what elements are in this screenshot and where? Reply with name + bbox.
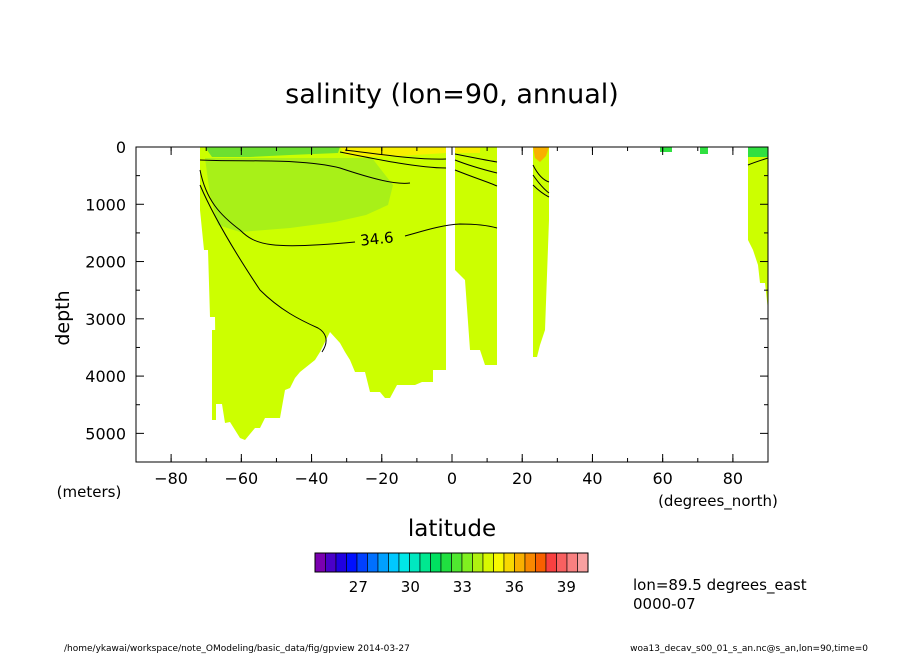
surface-salty-north [455, 147, 480, 153]
colorbar-swatch [503, 552, 515, 573]
contour-arabian-3 [532, 184, 550, 198]
colorbar-swatch [388, 552, 400, 573]
high-salinity-outflow [533, 147, 549, 162]
contour-upper-6 [454, 169, 498, 187]
contour-label-bg [356, 232, 398, 246]
contour-34-6 [199, 169, 356, 247]
colorbar-swatch [377, 552, 389, 573]
y-tick-label: 4000 [85, 367, 126, 386]
y-axis-label: depth [52, 290, 74, 345]
x-tick-label: 40 [582, 469, 602, 488]
surface-fresh-water [205, 147, 340, 157]
contour-arabian-1 [532, 164, 550, 183]
colorbar-swatch [325, 552, 337, 573]
colorbar-swatch [514, 552, 526, 573]
colorbar-swatch [398, 552, 410, 573]
chart-title: salinity (lon=90, annual) [285, 79, 619, 110]
colorbar-swatch [419, 552, 431, 573]
colorbar-swatch [472, 552, 484, 573]
colorbar-swatch [440, 552, 452, 573]
colorbar-tick-label: 30 [401, 578, 420, 596]
contour-lines [199, 149, 768, 353]
y-tick-label: 3000 [85, 310, 126, 329]
colorbar-swatch [577, 552, 589, 573]
x-tick-label: −40 [295, 469, 329, 488]
colorbar-swatch [535, 552, 547, 573]
colorbar-swatch [346, 552, 358, 573]
colorbar: 27 30 33 36 39 [314, 552, 589, 596]
contour-upper-4 [454, 159, 498, 174]
surface-salty-water [340, 147, 446, 157]
colorbar-swatch [314, 552, 326, 573]
surface-patch-60n [660, 147, 672, 152]
x-tick-label: 20 [512, 469, 532, 488]
x-axis: −80 −60 −40 −20 0 20 40 60 80 [135, 147, 769, 488]
ocean-fill-central [455, 147, 497, 365]
x-axis-units: (degrees_north) [658, 492, 778, 511]
contour-upper-2 [339, 151, 447, 169]
info-line-1: lon=89.5 degrees_east [633, 576, 807, 595]
colorbar-tick-label: 33 [453, 578, 472, 596]
colorbar-tick-label: 39 [557, 578, 576, 596]
x-tick-label: −80 [154, 469, 188, 488]
footer-right: woa13_decav_s00_01_s_an.nc@s_an,lon=90,t… [630, 644, 868, 654]
colorbar-swatch [545, 552, 557, 573]
contour-34-6-east [404, 223, 498, 237]
intermediate-water [205, 158, 393, 232]
x-tick-label: 0 [447, 469, 457, 488]
colorbar-swatch [335, 552, 347, 573]
ocean-fill-arabian [533, 147, 549, 357]
y-tick-label: 2000 [85, 253, 126, 272]
y-axis: 0 1000 2000 3000 4000 5000 [85, 138, 768, 443]
plot-area: 34.6 [135, 146, 769, 463]
contour-arctic-1 [747, 157, 768, 166]
colorbar-swatch [409, 552, 421, 573]
colorbar-swatch [356, 552, 368, 573]
contour-upper-3 [344, 149, 447, 160]
contour-upper-5 [454, 153, 498, 163]
colorbar-swatch [524, 552, 536, 573]
colorbar-swatch [430, 552, 442, 573]
y-axis-units: (meters) [57, 483, 122, 501]
surface-patch-72n [700, 147, 708, 154]
colorbar-swatch [367, 552, 379, 573]
colorbar-swatch [556, 552, 568, 573]
x-tick-label: 80 [723, 469, 743, 488]
colorbar-swatch [461, 552, 473, 573]
colorbar-swatch [451, 552, 463, 573]
x-tick-label: −60 [224, 469, 258, 488]
contour-upper-1 [199, 159, 411, 184]
colorbar-swatch [493, 552, 505, 573]
info-line-2: 0000-07 [633, 595, 696, 613]
colorbar-swatch [566, 552, 578, 573]
footer-left: /home/ykawai/workspace/note_OModeling/ba… [64, 644, 410, 654]
colorbar-frame [314, 552, 589, 573]
x-tick-label: 60 [652, 469, 672, 488]
contour-arabian-2 [532, 174, 550, 194]
colorbar-tick-label: 27 [349, 578, 368, 596]
y-tick-label: 5000 [85, 424, 126, 443]
ocean-fill-arctic [748, 147, 768, 310]
ocean-fill-south-edge [212, 330, 216, 420]
y-tick-label: 1000 [85, 195, 126, 214]
x-tick-label: −20 [365, 469, 399, 488]
contour-deep [199, 184, 327, 353]
colorbar-tick-label: 36 [505, 578, 524, 596]
x-axis-label: latitude [408, 516, 496, 542]
surface-patch-arctic [748, 147, 768, 157]
contour-label: 34.6 [359, 228, 394, 249]
colorbar-swatch [482, 552, 494, 573]
y-tick-label: 0 [116, 138, 126, 157]
